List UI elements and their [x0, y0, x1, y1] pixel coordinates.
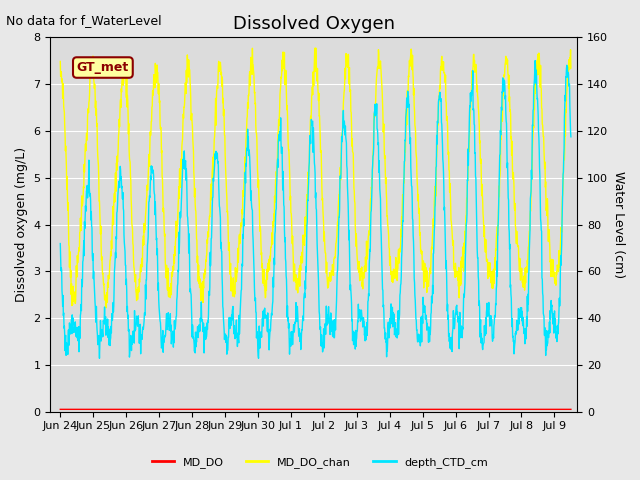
Legend: MD_DO, MD_DO_chan, depth_CTD_cm: MD_DO, MD_DO_chan, depth_CTD_cm — [147, 452, 493, 472]
Y-axis label: Water Level (cm): Water Level (cm) — [612, 171, 625, 278]
Title: Dissolved Oxygen: Dissolved Oxygen — [233, 15, 395, 33]
Text: No data for f_WaterLevel: No data for f_WaterLevel — [6, 14, 162, 27]
Y-axis label: Dissolved oxygen (mg/L): Dissolved oxygen (mg/L) — [15, 147, 28, 302]
Text: GT_met: GT_met — [77, 61, 129, 74]
